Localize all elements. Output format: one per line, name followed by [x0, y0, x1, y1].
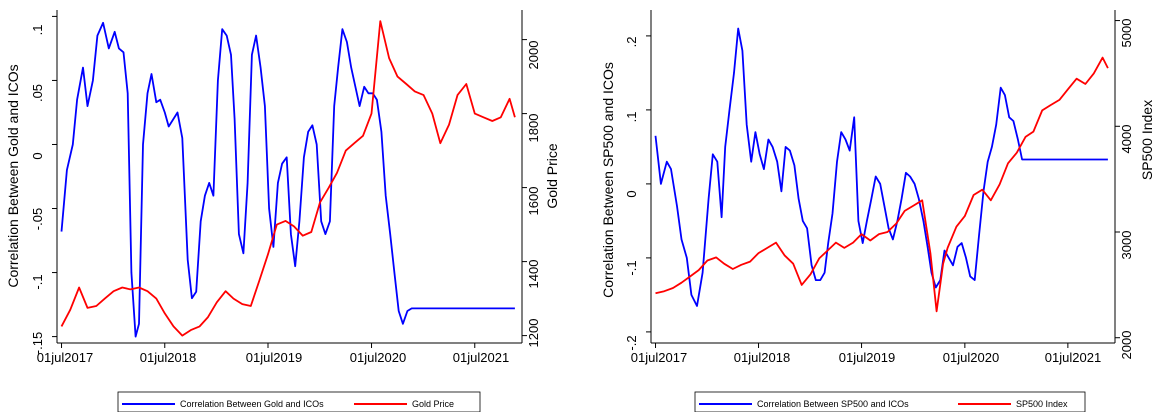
- x-tick-label: 01jul2019: [839, 350, 895, 365]
- x-tick-label: 01jul2018: [734, 350, 790, 365]
- correlation-series-line: [60, 21, 515, 338]
- legend-label: Gold Price: [412, 399, 454, 409]
- y-left-axis-label: Correlation Between Gold and ICOs: [5, 64, 21, 287]
- y-left-axis-label: Correlation Between SP500 and ICOs: [600, 62, 616, 298]
- y-left-tick-label: -.05: [30, 208, 45, 230]
- legend-label: Correlation Between SP500 and ICOs: [757, 399, 909, 409]
- y-right-axis-label: Gold Price: [544, 143, 560, 209]
- y-left-tick-label: -.15: [30, 332, 45, 354]
- plot-area: [651, 10, 1115, 343]
- y-left-ticks: .1 .05 0 -.05 -.1 -.15: [30, 25, 45, 355]
- y-left-tick-label: .1: [624, 112, 639, 123]
- y-right-axis-label: SP500 Index: [1139, 100, 1155, 180]
- y-right-tick-label: 2000: [1119, 331, 1134, 360]
- x-tick-label: 01jul2017: [631, 350, 687, 365]
- x-tick-label: 01jul2017: [37, 350, 93, 365]
- y-right-tick-label: 1800: [526, 114, 541, 143]
- tick-marks: [52, 15, 527, 348]
- price-series-line: [60, 20, 516, 337]
- gold-panel: 01jul2017 01jul2018 01jul2019 01jul2020 …: [5, 10, 560, 413]
- y-right-ticks: 2000 1800 1600 1400 1200: [526, 41, 541, 348]
- x-ticks: 01jul2017 01jul2018 01jul2019 01jul2020 …: [631, 350, 1101, 365]
- y-left-tick-label: -.1: [30, 274, 45, 289]
- x-tick-label: 01jul2021: [453, 350, 509, 365]
- price-series-line: [655, 56, 1109, 313]
- correlation-series-line: [654, 27, 1108, 307]
- legend-label: Correlation Between Gold and ICOs: [180, 399, 324, 409]
- y-left-ticks: .2 .1 0 -.1 -.2: [624, 37, 639, 351]
- y-right-tick-label: 1600: [526, 187, 541, 216]
- y-left-tick-label: .05: [30, 84, 45, 102]
- x-tick-label: 01jul2019: [246, 350, 302, 365]
- x-tick-label: 01jul2018: [140, 350, 196, 365]
- x-tick-label: 01jul2020: [943, 350, 999, 365]
- sp500-panel: 01jul2017 01jul2018 01jul2019 01jul2020 …: [600, 10, 1155, 413]
- y-left-tick-label: .1: [30, 25, 45, 36]
- y-left-tick-label: -.1: [624, 260, 639, 275]
- y-right-tick-label: 1400: [526, 260, 541, 289]
- tick-marks: [646, 20, 1120, 348]
- y-left-tick-label: 0: [30, 152, 45, 159]
- legend-label: SP500 Index: [1016, 399, 1068, 409]
- x-ticks: 01jul2017 01jul2018 01jul2019 01jul2020 …: [37, 350, 509, 365]
- y-right-tick-label: 4000: [1119, 125, 1134, 154]
- legend: Correlation Between SP500 and ICOs SP500…: [694, 391, 1086, 413]
- y-left-tick-label: -.2: [624, 335, 639, 350]
- y-right-tick-label: 3000: [1119, 231, 1134, 260]
- legend: Correlation Between Gold and ICOs Gold P…: [117, 391, 481, 413]
- y-left-tick-label: 0: [624, 190, 639, 197]
- x-tick-label: 01jul2021: [1045, 350, 1101, 365]
- x-tick-label: 01jul2020: [350, 350, 406, 365]
- y-right-tick-label: 5000: [1119, 19, 1134, 48]
- y-left-tick-label: .2: [624, 37, 639, 48]
- y-right-tick-label: 2000: [526, 41, 541, 70]
- plot-area: [57, 10, 522, 343]
- y-right-ticks: 5000 4000 3000 2000: [1119, 19, 1134, 360]
- y-right-tick-label: 1200: [526, 319, 541, 348]
